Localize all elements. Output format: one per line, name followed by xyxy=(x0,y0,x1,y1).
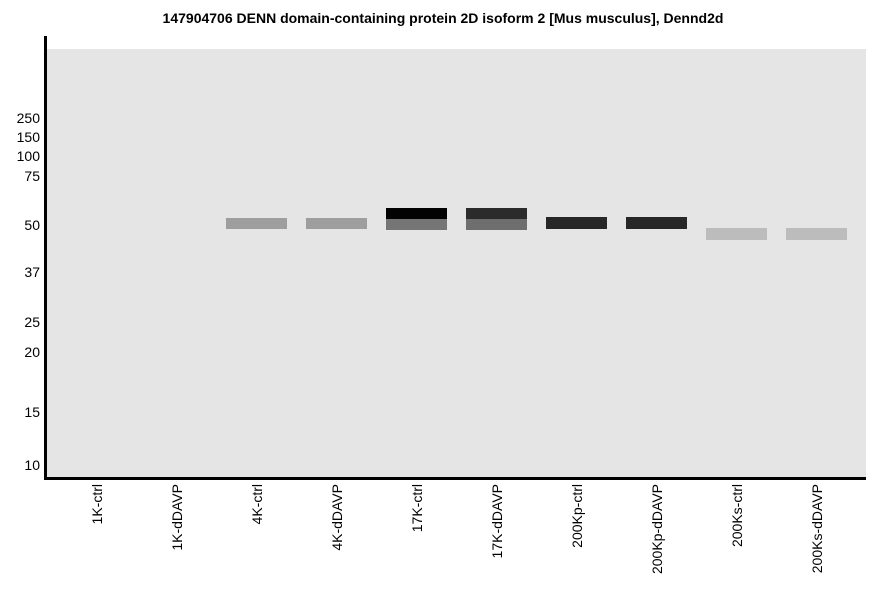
y-axis-line xyxy=(44,36,47,480)
band xyxy=(786,228,847,240)
plot-area xyxy=(47,49,866,478)
band xyxy=(626,217,687,229)
band xyxy=(226,218,287,229)
lane-label: 200Kp-dDAVP xyxy=(648,484,665,575)
lane-label: 4K-ctrl xyxy=(248,484,265,525)
band xyxy=(546,217,607,229)
lane-label: 200Ks-dDAVP xyxy=(808,484,825,574)
lane-label: 1K-ctrl xyxy=(88,484,105,525)
mw-marker-label: 20 xyxy=(24,344,40,360)
band xyxy=(466,208,527,219)
band xyxy=(386,208,447,219)
lane-label: 17K-dDAVP xyxy=(488,484,505,559)
mw-marker-label: 37 xyxy=(24,264,40,280)
x-axis-line xyxy=(44,477,866,480)
mw-marker-label: 75 xyxy=(24,168,40,184)
band xyxy=(306,218,367,229)
band xyxy=(706,228,767,240)
mw-marker-label: 10 xyxy=(24,457,40,473)
lane-label: 4K-dDAVP xyxy=(328,484,345,551)
band xyxy=(386,219,447,230)
lane-label: 1K-dDAVP xyxy=(168,484,185,551)
lane-label: 200Ks-ctrl xyxy=(728,484,745,548)
mw-marker-label: 25 xyxy=(24,314,40,330)
mw-marker-label: 50 xyxy=(24,217,40,233)
band xyxy=(466,219,527,230)
mw-marker-label: 150 xyxy=(16,129,40,145)
lane-label: 200Kp-ctrl xyxy=(568,484,585,548)
mw-marker-label: 15 xyxy=(24,404,40,420)
mw-marker-label: 100 xyxy=(16,148,40,164)
mw-marker-label: 250 xyxy=(16,110,40,126)
chart-title: 147904706 DENN domain-containing protein… xyxy=(162,10,724,26)
lane-label: 17K-ctrl xyxy=(408,484,425,533)
